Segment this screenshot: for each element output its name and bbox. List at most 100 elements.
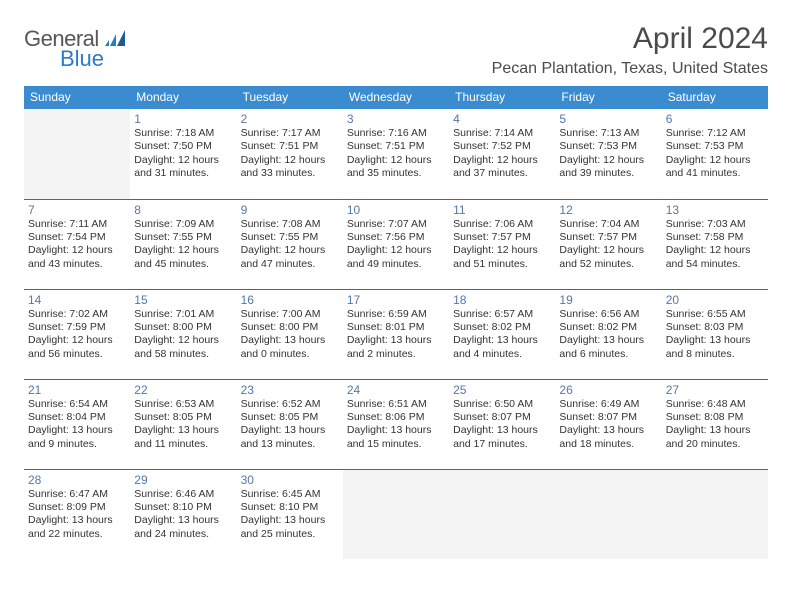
day-number: 1 [134, 112, 232, 126]
daylight-line-1: Daylight: 13 hours [134, 514, 232, 527]
weekday-header: Thursday [449, 86, 555, 109]
location: Pecan Plantation, Texas, United States [492, 60, 768, 78]
daylight-line-1: Daylight: 12 hours [28, 334, 126, 347]
calendar-row: 28Sunrise: 6:47 AMSunset: 8:09 PMDayligh… [24, 469, 768, 559]
daylight-line-1: Daylight: 13 hours [666, 334, 764, 347]
daylight-line-2: and 15 minutes. [347, 438, 445, 451]
sunset-line: Sunset: 7:54 PM [28, 231, 126, 244]
sunset-line: Sunset: 8:03 PM [666, 321, 764, 334]
day-number: 13 [666, 203, 764, 217]
calendar-cell: 16Sunrise: 7:00 AMSunset: 8:00 PMDayligh… [237, 289, 343, 379]
daylight-line-2: and 31 minutes. [134, 167, 232, 180]
daylight-line-1: Daylight: 13 hours [241, 334, 339, 347]
sunrise-line: Sunrise: 6:55 AM [666, 308, 764, 321]
weekday-header: Wednesday [343, 86, 449, 109]
daylight-line-2: and 17 minutes. [453, 438, 551, 451]
sunset-line: Sunset: 8:08 PM [666, 411, 764, 424]
sunrise-line: Sunrise: 6:52 AM [241, 398, 339, 411]
daylight-line-2: and 54 minutes. [666, 258, 764, 271]
day-number: 11 [453, 203, 551, 217]
sunrise-line: Sunrise: 6:50 AM [453, 398, 551, 411]
day-number: 2 [241, 112, 339, 126]
daylight-line-1: Daylight: 13 hours [134, 424, 232, 437]
daylight-line-1: Daylight: 13 hours [559, 424, 657, 437]
month-title: April 2024 [492, 22, 768, 56]
daylight-line-2: and 6 minutes. [559, 348, 657, 361]
day-number: 9 [241, 203, 339, 217]
calendar-cell: 30Sunrise: 6:45 AMSunset: 8:10 PMDayligh… [237, 469, 343, 559]
sunset-line: Sunset: 7:50 PM [134, 140, 232, 153]
day-number: 19 [559, 293, 657, 307]
calendar-cell: 29Sunrise: 6:46 AMSunset: 8:10 PMDayligh… [130, 469, 236, 559]
day-number: 7 [28, 203, 126, 217]
daylight-line-1: Daylight: 12 hours [241, 154, 339, 167]
day-number: 17 [347, 293, 445, 307]
calendar-body: 1Sunrise: 7:18 AMSunset: 7:50 PM Daylight… [24, 109, 768, 559]
daylight-line-2: and 37 minutes. [453, 167, 551, 180]
calendar-cell: 4Sunrise: 7:14 AMSunset: 7:52 PMDaylight… [449, 109, 555, 199]
day-number: 8 [134, 203, 232, 217]
day-number: 3 [347, 112, 445, 126]
daylight-line-1: Daylight: 12 hours [666, 244, 764, 257]
sunrise-line: Sunrise: 7:18 AM [134, 127, 232, 140]
daylight-line-2: and 33 minutes. [241, 167, 339, 180]
daylight-line-2: and 51 minutes. [453, 258, 551, 271]
daylight-line-2: and 45 minutes. [134, 258, 232, 271]
sunset-line: Sunset: 7:58 PM [666, 231, 764, 244]
calendar-cell: 22Sunrise: 6:53 AMSunset: 8:05 PMDayligh… [130, 379, 236, 469]
calendar-cell: 9Sunrise: 7:08 AMSunset: 7:55 PMDaylight… [237, 199, 343, 289]
calendar-cell-empty [555, 469, 661, 559]
weekday-header: Friday [555, 86, 661, 109]
calendar-cell: 19Sunrise: 6:56 AMSunset: 8:02 PMDayligh… [555, 289, 661, 379]
day-number: 16 [241, 293, 339, 307]
calendar-row: 7Sunrise: 7:11 AMSunset: 7:54 PMDaylight… [24, 199, 768, 289]
daylight-line-2: and 58 minutes. [134, 348, 232, 361]
calendar-cell: 24Sunrise: 6:51 AMSunset: 8:06 PMDayligh… [343, 379, 449, 469]
sunset-line: Sunset: 8:06 PM [347, 411, 445, 424]
daylight-line-1: Daylight: 12 hours [453, 244, 551, 257]
daylight-line-1: Daylight: 12 hours [134, 334, 232, 347]
header: General Blue April 2024 Pecan Plantation… [24, 22, 768, 78]
calendar-cell: 14Sunrise: 7:02 AMSunset: 7:59 PMDayligh… [24, 289, 130, 379]
weekday-header: Sunday [24, 86, 130, 109]
calendar-cell: 13Sunrise: 7:03 AMSunset: 7:58 PMDayligh… [662, 199, 768, 289]
calendar-cell: 18Sunrise: 6:57 AMSunset: 8:02 PMDayligh… [449, 289, 555, 379]
daylight-line-2: and 9 minutes. [28, 438, 126, 451]
calendar-cell-empty [24, 109, 130, 199]
day-number: 28 [28, 473, 126, 487]
logo: General Blue [24, 26, 127, 52]
daylight-line-1: Daylight: 12 hours [28, 244, 126, 257]
sunrise-line: Sunrise: 6:48 AM [666, 398, 764, 411]
day-number: 10 [347, 203, 445, 217]
daylight-line-1: Daylight: 13 hours [241, 514, 339, 527]
calendar-cell: 21Sunrise: 6:54 AMSunset: 8:04 PMDayligh… [24, 379, 130, 469]
sunrise-line: Sunrise: 6:46 AM [134, 488, 232, 501]
daylight-line-1: Daylight: 13 hours [666, 424, 764, 437]
logo-chart-icon [105, 30, 127, 49]
day-number: 24 [347, 383, 445, 397]
daylight-line-2: and 8 minutes. [666, 348, 764, 361]
daylight-line-1: Daylight: 12 hours [241, 244, 339, 257]
sunrise-line: Sunrise: 7:14 AM [453, 127, 551, 140]
daylight-line-2: and 43 minutes. [28, 258, 126, 271]
sunset-line: Sunset: 8:07 PM [559, 411, 657, 424]
sunset-line: Sunset: 7:51 PM [241, 140, 339, 153]
sunrise-line: Sunrise: 7:12 AM [666, 127, 764, 140]
sunset-line: Sunset: 8:05 PM [241, 411, 339, 424]
daylight-line-1: Daylight: 12 hours [347, 154, 445, 167]
sunset-line: Sunset: 8:10 PM [241, 501, 339, 514]
sunset-line: Sunset: 8:02 PM [559, 321, 657, 334]
weekday-header: Saturday [662, 86, 768, 109]
sunrise-line: Sunrise: 7:08 AM [241, 218, 339, 231]
day-number: 5 [559, 112, 657, 126]
weekday-header: Monday [130, 86, 236, 109]
daylight-line-1: Daylight: 12 hours [134, 244, 232, 257]
calendar-cell: 7Sunrise: 7:11 AMSunset: 7:54 PMDaylight… [24, 199, 130, 289]
daylight-line-1: Daylight: 12 hours [347, 244, 445, 257]
sunrise-line: Sunrise: 7:06 AM [453, 218, 551, 231]
calendar-table: SundayMondayTuesdayWednesdayThursdayFrid… [24, 86, 768, 559]
day-number: 6 [666, 112, 764, 126]
sunset-line: Sunset: 7:53 PM [666, 140, 764, 153]
calendar-cell: 10Sunrise: 7:07 AMSunset: 7:56 PMDayligh… [343, 199, 449, 289]
sunset-line: Sunset: 8:02 PM [453, 321, 551, 334]
